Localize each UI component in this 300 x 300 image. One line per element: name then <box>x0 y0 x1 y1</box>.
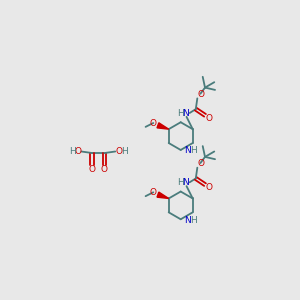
Text: O: O <box>101 166 108 175</box>
Text: H: H <box>190 146 196 155</box>
Text: O: O <box>89 166 96 175</box>
Text: H: H <box>177 109 184 118</box>
Text: N: N <box>182 109 189 118</box>
Text: O: O <box>150 118 157 127</box>
Text: H: H <box>69 147 76 156</box>
Text: N: N <box>184 146 191 155</box>
Text: H: H <box>177 178 184 187</box>
Text: O: O <box>198 90 205 99</box>
Text: N: N <box>182 178 189 187</box>
Text: N: N <box>184 215 191 224</box>
Text: O: O <box>116 147 123 156</box>
Polygon shape <box>157 192 169 199</box>
Text: H: H <box>190 215 196 224</box>
Text: O: O <box>206 183 212 192</box>
Text: O: O <box>150 188 157 197</box>
Text: H: H <box>121 147 128 156</box>
Text: O: O <box>206 114 212 123</box>
Polygon shape <box>157 123 169 129</box>
Text: O: O <box>74 147 81 156</box>
Text: O: O <box>198 159 205 168</box>
